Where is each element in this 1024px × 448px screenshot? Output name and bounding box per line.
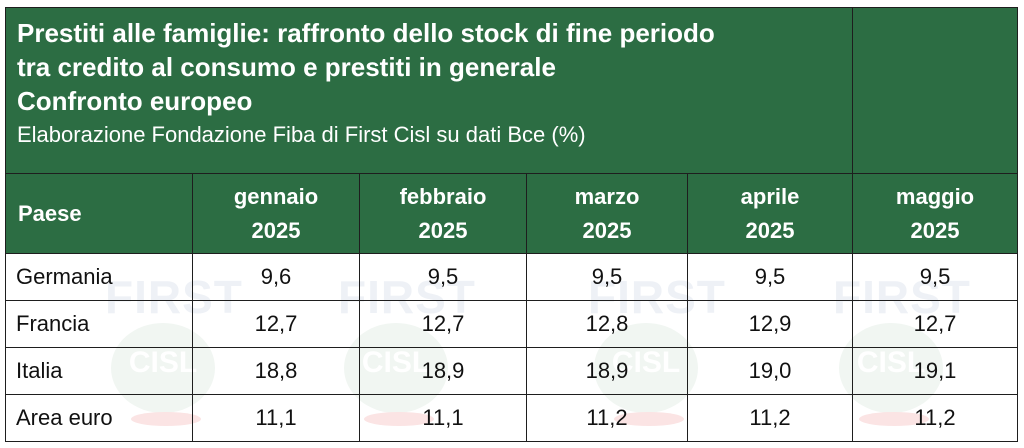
country-cell: Francia [5,300,193,348]
month-year: 2025 [910,217,960,243]
value-cell: 12,7 [192,300,360,348]
value-cell: 9,6 [192,253,360,301]
country-cell: Germania [5,253,193,301]
value-cell: 11,2 [852,394,1019,442]
value-cell: 19,0 [686,347,854,395]
table-row: Germania 9,6 9,5 9,5 9,5 9,5 [5,253,1019,301]
month-name: maggio [895,183,975,209]
title-side-cell [852,7,1019,174]
table-title-line-3: Confronto europeo [17,86,253,116]
value-cell: 11,1 [359,394,527,442]
month-name: gennaio [233,183,319,209]
value-cell: 9,5 [526,253,688,301]
month-year: 2025 [251,217,301,243]
value-cell: 11,2 [526,394,688,442]
column-header-month: marzo 2025 [526,173,688,254]
table-row: Italia 18,8 18,9 18,9 19,0 19,1 [5,347,1019,395]
column-header-country: Paese [5,173,193,254]
column-header-month: febbraio 2025 [359,173,527,254]
column-header-month: maggio 2025 [852,173,1019,254]
value-cell: 11,2 [686,394,854,442]
table-row: Area euro 11,1 11,1 11,2 11,2 11,2 [5,394,1019,442]
value-cell: 9,5 [852,253,1019,301]
value-cell: 18,9 [359,347,527,395]
table-title-block: Prestiti alle famiglie: raffronto dello … [4,7,854,174]
column-header-month: gennaio 2025 [192,173,360,254]
table-subtitle: Elaborazione Fondazione Fiba di First Ci… [17,122,586,147]
value-cell: 9,5 [686,253,854,301]
value-cell: 18,9 [526,347,688,395]
value-cell: 12,9 [686,300,854,348]
value-cell: 12,7 [359,300,527,348]
data-table: Prestiti alle famiglie: raffronto dello … [4,7,1019,442]
value-cell: 19,1 [852,347,1019,395]
table-title-line-1: Prestiti alle famiglie: raffronto dello … [17,18,715,48]
title-row: Prestiti alle famiglie: raffronto dello … [4,7,1019,174]
month-name: aprile [740,183,800,209]
month-year: 2025 [418,217,468,243]
table-row: Francia 12,7 12,7 12,8 12,9 12,7 [5,300,1019,348]
column-header-month: aprile 2025 [686,173,854,254]
month-name: febbraio [399,183,487,209]
month-year: 2025 [745,217,795,243]
country-cell: Italia [5,347,193,395]
month-year: 2025 [582,217,632,243]
value-cell: 9,5 [359,253,527,301]
table-container: FIRST CISL FIRST CISL FIRST CISL FIRST C… [4,7,1019,442]
table-title-line-2: tra credito al consumo e prestiti in gen… [17,52,556,82]
table-layer: Prestiti alle famiglie: raffronto dello … [4,7,1019,442]
value-cell: 11,1 [192,394,360,442]
header-row: Paese gennaio 2025 febbraio 2025 marzo 2… [5,173,1019,254]
value-cell: 12,7 [852,300,1019,348]
country-cell: Area euro [5,394,193,442]
value-cell: 18,8 [192,347,360,395]
month-name: marzo [574,183,640,209]
value-cell: 12,8 [526,300,688,348]
